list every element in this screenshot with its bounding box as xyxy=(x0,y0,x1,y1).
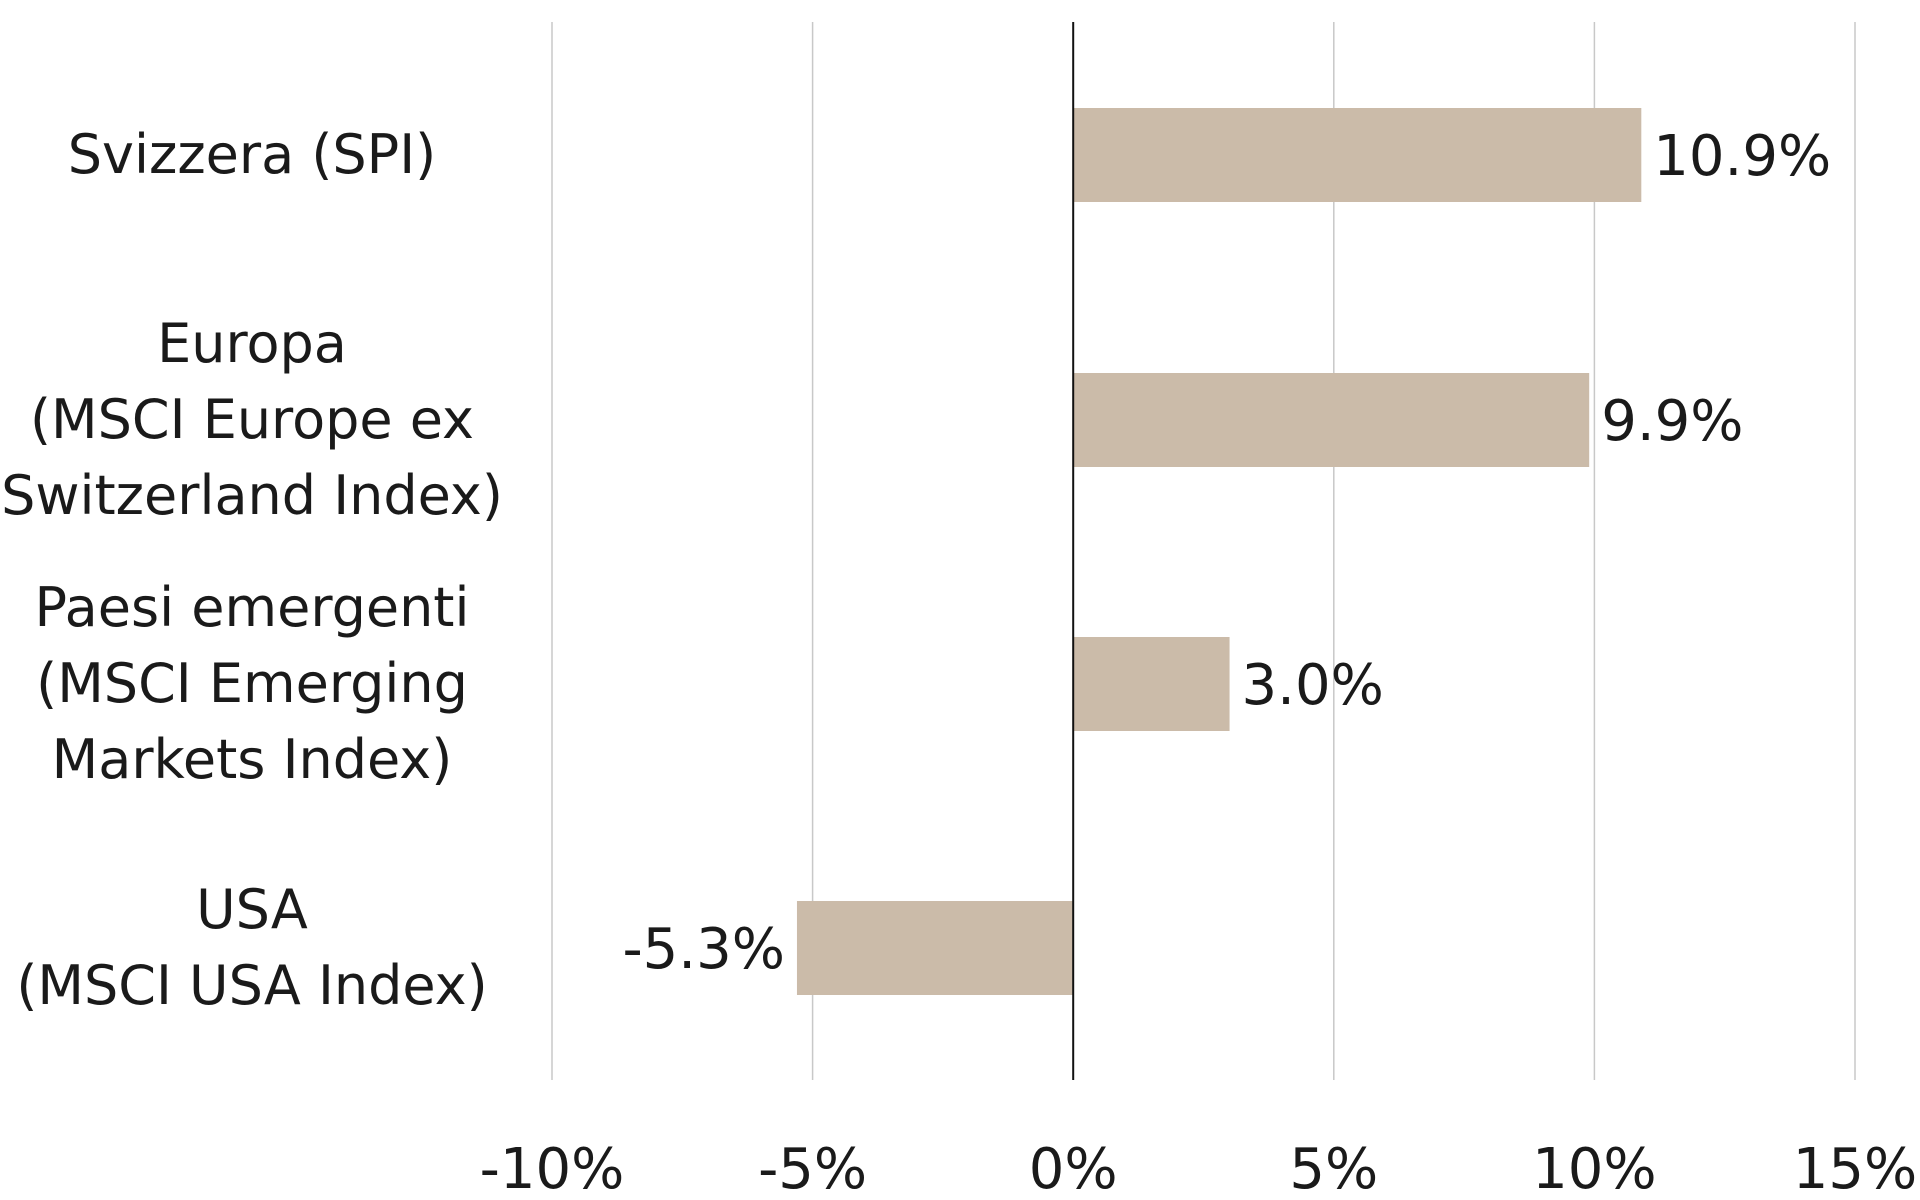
category-label-line: Svizzera (SPI) xyxy=(68,123,437,186)
category-label-line: (MSCI Emerging xyxy=(36,652,468,715)
category-label: Svizzera (SPI) xyxy=(68,123,437,186)
bars xyxy=(796,108,1642,995)
data-label: -5.3% xyxy=(622,917,784,982)
data-label: 10.9% xyxy=(1653,124,1831,189)
x-tick-label: -5% xyxy=(758,1137,867,1200)
data-label: 3.0% xyxy=(1242,653,1384,718)
x-tick-label: 0% xyxy=(1029,1137,1118,1200)
x-tick-label: 15% xyxy=(1793,1137,1917,1200)
category-labels: Svizzera (SPI) Europa (MSCI Europe ex Switz… xyxy=(1,123,503,1017)
category-label-line: USA xyxy=(196,878,308,941)
bar xyxy=(1073,637,1230,731)
x-tick-label: -10% xyxy=(480,1137,625,1200)
x-tick-label: 5% xyxy=(1289,1137,1378,1200)
category-label-line: Paesi emergenti xyxy=(35,576,470,639)
category-label-line: Europa xyxy=(157,312,347,375)
data-labels: 10.9% 9.9% 3.0% -5.3% xyxy=(622,124,1831,982)
category-label-line: (MSCI Europe ex xyxy=(30,388,474,451)
bar xyxy=(1073,373,1590,467)
category-label-line: Markets Index) xyxy=(52,728,453,791)
category-label: Paesi emergenti (MSCI Emerging Markets Ind… xyxy=(35,576,470,791)
x-axis-ticks: -10% -5% 0% 5% 10% 15% xyxy=(480,1137,1918,1200)
x-tick-label: 10% xyxy=(1532,1137,1656,1200)
bar xyxy=(1073,108,1642,202)
category-label: Europa (MSCI Europe ex Switzerland Index) xyxy=(1,312,503,527)
data-label: 9.9% xyxy=(1601,389,1743,454)
bar xyxy=(796,901,1074,995)
category-label: USA (MSCI USA Index) xyxy=(16,878,487,1017)
category-label-line: Switzerland Index) xyxy=(1,464,503,527)
category-label-line: (MSCI USA Index) xyxy=(16,954,487,1017)
